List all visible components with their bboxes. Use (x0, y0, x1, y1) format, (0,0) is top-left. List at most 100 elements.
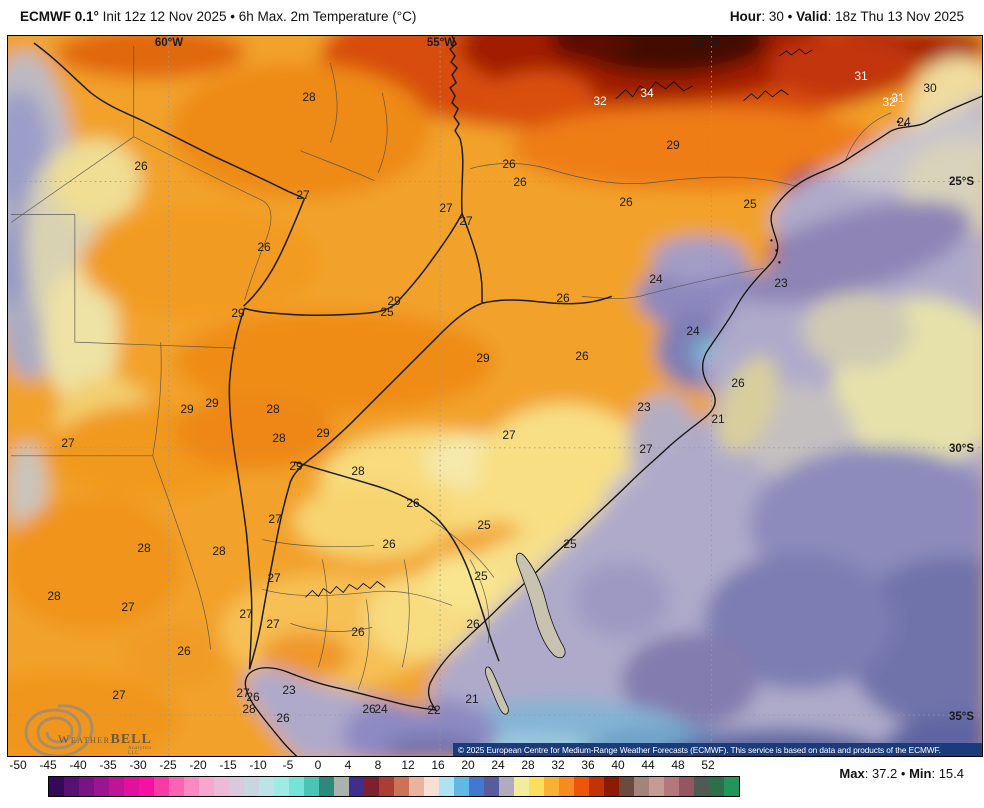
colorbar-segment (154, 777, 169, 796)
colorbar-tick: -20 (189, 758, 207, 772)
temp-value-label: 24 (649, 272, 663, 286)
valid-label: Valid (796, 9, 828, 24)
colorbar-tick: -30 (129, 758, 147, 772)
colorbar-tick: 24 (491, 758, 505, 772)
temp-value-label: 27 (268, 512, 282, 526)
temp-value-label: 25 (563, 537, 577, 551)
weatherbell-watermark: WeatherBELL Analytics LLC (20, 698, 160, 756)
lon-label: 55°W (426, 37, 456, 49)
colorbar-segment (484, 777, 499, 796)
temp-value-label: 26 (134, 159, 148, 173)
colorbar-segment (499, 777, 514, 796)
rivers (305, 48, 813, 598)
temp-value-label: 27 (296, 188, 310, 202)
temp-value-label: 29 (231, 306, 245, 320)
state-borders (10, 45, 892, 690)
colorbar-tick: 36 (581, 758, 595, 772)
colorbar-tick: 4 (344, 758, 352, 772)
temp-value-label: 27 (459, 214, 473, 228)
temp-value-label: 32 (593, 94, 607, 108)
colorbar-tick: -35 (99, 758, 117, 772)
map-title: ECMWF 0.1° Init 12z 12 Nov 2025 • 6h Max… (20, 9, 416, 24)
temp-value-label: 27 (236, 686, 250, 700)
temp-value-label: 29 (387, 294, 401, 308)
attribution-bar: © 2025 European Centre for Medium-Range … (453, 743, 982, 756)
graticule-lines (9, 36, 982, 756)
model-name: ECMWF 0.1° (20, 9, 99, 24)
colorbar-segment (139, 777, 154, 796)
temp-value-label: 26 (619, 195, 633, 209)
watermark-bell: BELL (110, 732, 152, 747)
colorbar-segment (169, 777, 184, 796)
temp-value-label: 30 (923, 81, 937, 95)
colorbar-segment (574, 777, 589, 796)
max-label: Max (839, 766, 865, 781)
country-borders (33, 36, 613, 670)
temp-value-label: 24 (686, 324, 700, 338)
colorbar-tick: 0 (314, 758, 322, 772)
colorbar-tick: 16 (431, 758, 445, 772)
colorbar-segment (649, 777, 664, 796)
temp-value-label: 25 (743, 197, 757, 211)
temp-value-label: 28 (272, 431, 286, 445)
colorbar-segment (589, 777, 604, 796)
watermark-weather: Weather (58, 732, 111, 746)
temp-value-label: 25 (474, 569, 488, 583)
temp-value-label: 26 (731, 376, 745, 390)
colorbar-segment (349, 777, 364, 796)
valid-time: Hour: 30 • Valid: 18z Thu 13 Nov 2025 (729, 9, 964, 24)
temp-value-label: 27 (112, 688, 126, 702)
colorbar-segment (49, 777, 64, 796)
colorbar-segment (289, 777, 304, 796)
map-canvas: 60°W 55°W 50°W 25°S 30°S 35°S 28 32 34 31 32 31 30… (7, 35, 983, 757)
colorbar-tick: 40 (611, 758, 625, 772)
temp-value-label: 26 (556, 291, 570, 305)
lat-label: 35°S (948, 711, 974, 723)
colorbar-tick: -15 (219, 758, 237, 772)
lat-label: 30°S (948, 443, 974, 455)
colorbar-tick: 44 (641, 758, 655, 772)
temp-value-label: 29 (205, 396, 219, 410)
weatherbell-swirl-icon (24, 704, 94, 756)
temp-value-label: 26 (513, 175, 527, 189)
max-value: 37.2 (871, 766, 898, 781)
temp-value-label: 27 (267, 571, 281, 585)
colorbar-segment (319, 777, 334, 796)
colorbar-segment (724, 777, 739, 796)
min-label: Min (909, 766, 932, 781)
colorbar-segment (304, 777, 319, 796)
colorbar-segment (64, 777, 79, 796)
temp-value-label: 26 (466, 617, 480, 631)
temp-value-label: 23 (637, 400, 651, 414)
temp-value-label: 23 (774, 276, 788, 290)
temp-value-label: 28 (47, 589, 61, 603)
colorbar-segment (244, 777, 259, 796)
temp-value-label: 29 (289, 459, 303, 473)
colorbar-segment (379, 777, 394, 796)
colorbar-segment (529, 777, 544, 796)
colorbar-segment (544, 777, 559, 796)
colorbar-segment (409, 777, 424, 796)
temp-value-label: 28 (266, 402, 280, 416)
colorbar-tick: -40 (69, 758, 87, 772)
colorbar-tick: 48 (671, 758, 685, 772)
colorbar-segment (334, 777, 349, 796)
temp-value-label: 26 (382, 537, 396, 551)
temp-value-label: 26 (502, 157, 516, 171)
valid-value: 18z Thu 13 Nov 2025 (835, 9, 964, 24)
colorbar-segment (199, 777, 214, 796)
temp-value-label: 29 (666, 138, 680, 152)
temp-value-label: 27 (239, 607, 253, 621)
temp-value-label: 25 (477, 518, 491, 532)
colorbar-segment (394, 777, 409, 796)
temp-value-label: 26 (276, 711, 290, 725)
header-bar: ECMWF 0.1° Init 12z 12 Nov 2025 • 6h Max… (0, 0, 984, 35)
temp-value-label: 27 (266, 617, 280, 631)
temp-value-label: 29 (476, 351, 490, 365)
temp-value-label: 32 (882, 95, 896, 109)
colorbar-segment (619, 777, 634, 796)
colorbar-tick: -10 (249, 758, 267, 772)
colorbar-segment (274, 777, 289, 796)
colorbar-segment (604, 777, 619, 796)
